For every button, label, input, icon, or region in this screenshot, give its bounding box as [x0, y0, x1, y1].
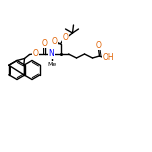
- Text: O: O: [52, 36, 57, 45]
- Text: OH: OH: [103, 54, 114, 62]
- Text: O: O: [41, 39, 47, 48]
- Text: Me: Me: [47, 62, 56, 67]
- Text: O: O: [96, 41, 102, 50]
- Text: O: O: [33, 50, 38, 59]
- Text: N: N: [49, 50, 54, 59]
- Text: O: O: [63, 33, 68, 43]
